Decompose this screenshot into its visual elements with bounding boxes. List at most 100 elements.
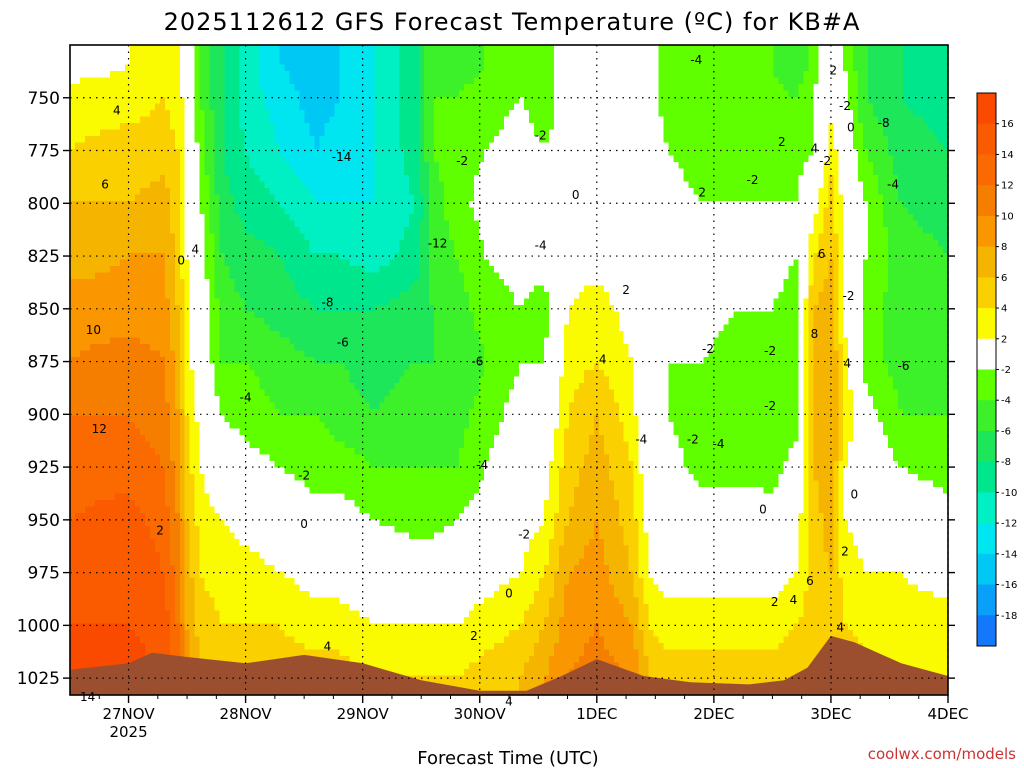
contour-label: -2: [298, 469, 310, 483]
contour-label: -4: [713, 437, 725, 451]
colorbar-swatch: [977, 308, 996, 340]
contour-label: 0: [300, 517, 308, 531]
contour-label: 6: [806, 574, 814, 588]
colorbar-tick-label: -4: [1001, 396, 1011, 407]
x-axis-label: Forecast Time (UTC): [417, 748, 598, 768]
y-tick-label: 950: [28, 511, 60, 531]
temperature-field: [70, 45, 949, 696]
contour-label: 0: [505, 587, 513, 601]
contour-label: -2: [518, 528, 530, 542]
contour-label: 4: [505, 694, 513, 708]
x-tick-label: 2DEC: [693, 705, 734, 723]
contour-label: 4: [836, 621, 844, 635]
contour-label: -2: [535, 129, 547, 143]
contour-label: 4: [599, 352, 607, 366]
colorbar-swatch: [977, 246, 996, 278]
contour-label: 8: [811, 327, 819, 341]
colorbar-tick-label: -12: [1001, 519, 1017, 530]
colorbar-swatch: [977, 215, 996, 248]
contour-label: -2: [819, 154, 831, 168]
colorbar-swatch: [977, 338, 996, 370]
y-tick-label: 800: [28, 194, 60, 214]
contour-label: -8: [322, 296, 334, 310]
contour-label: 2: [778, 135, 786, 149]
contour-label: -4: [240, 390, 252, 404]
y-tick-label: 1025: [17, 669, 60, 689]
chart-title: 2025112612 GFS Forecast Temperature (ºC)…: [164, 8, 861, 36]
contour-label: 4: [113, 103, 121, 117]
contour-label: -6: [471, 355, 483, 369]
contour-label: 2: [470, 629, 478, 643]
source-label: coolwx.com/models: [868, 745, 1016, 763]
colorbar: 16 14 12 10 8 6 4 2 -2 -4 -6 -8 -10 -12 -14 -16 -18: [976, 92, 1017, 647]
x-tick-label: 28NOV: [220, 705, 273, 723]
colorbar-swatch: [977, 553, 996, 586]
contour-label: 0: [177, 253, 185, 267]
contour-label: -2: [747, 173, 759, 187]
contour-label: 4: [790, 593, 798, 607]
colorbar-tick-label: 2: [1001, 334, 1007, 345]
colorbar-tick-label: 14: [1001, 150, 1014, 161]
y-tick-label: 750: [28, 89, 60, 109]
terrain-area: [70, 635, 948, 695]
colorbar-tick-label: 10: [1001, 211, 1014, 222]
y-tick-label: 825: [28, 247, 60, 267]
contour-label: 10: [86, 323, 101, 337]
contour-label: -2: [687, 433, 699, 447]
colorbar-tick-label: -14: [1001, 549, 1017, 560]
contour-label: 14: [80, 690, 95, 704]
contour-label: 0: [759, 502, 767, 516]
colorbar-swatch: [977, 369, 996, 401]
y-tick-label: 900: [28, 405, 60, 425]
contour-label: 2: [698, 186, 706, 200]
x-tick-label: 4DEC: [927, 705, 968, 723]
colorbar-swatch: [977, 584, 996, 616]
y-tick-label: 875: [28, 353, 60, 373]
contour-label: 2: [622, 283, 630, 297]
contour-label: 2: [771, 595, 779, 609]
y-tick-label: 925: [28, 458, 60, 478]
colorbar-swatch: [977, 154, 996, 186]
contour-label: -2: [839, 99, 851, 113]
x-tick-label: 3DEC: [810, 705, 851, 723]
colorbar-swatch: [977, 430, 996, 463]
colorbar-swatch: [977, 400, 996, 432]
y-tick-label: 775: [28, 142, 60, 162]
contour-label: -4: [635, 433, 647, 447]
contour-label: -2: [702, 342, 714, 356]
colorbar-tick-label: -16: [1001, 580, 1017, 591]
contour-label: -4: [690, 53, 702, 67]
contour-label: 6: [101, 177, 109, 191]
contour-label: -4: [887, 177, 899, 191]
y-tick-label: 1000: [17, 616, 60, 636]
colorbar-swatch: [977, 123, 996, 155]
contour-label: 6: [818, 247, 826, 261]
x-tick-label: 30NOV: [454, 705, 507, 723]
colorbar-tick-label: -2: [1001, 365, 1011, 376]
colorbar-swatch: [977, 277, 996, 309]
contour-label: -12: [428, 236, 448, 250]
colorbar-tick-label: -10: [1001, 488, 1017, 499]
colorbar-swatch: [977, 523, 996, 555]
contour-label: 0: [847, 120, 855, 134]
contour-label: 0: [572, 188, 580, 202]
y-tick-label: 850: [28, 300, 60, 320]
colorbar-tick-label: 6: [1001, 273, 1007, 284]
colorbar-tick-label: -18: [1001, 611, 1017, 622]
contour-label: -2: [764, 399, 776, 413]
contour-label: 4: [324, 640, 332, 654]
contour-label: 2: [829, 63, 837, 77]
contour-label: 12: [92, 422, 107, 436]
contour-label: 2: [156, 523, 164, 537]
colorbar-tick-label: 16: [1001, 119, 1014, 130]
contour-label: -8: [878, 116, 890, 130]
colorbar-swatch: [977, 461, 996, 493]
contour-label: 4: [843, 357, 851, 371]
contour-label: 2: [841, 545, 849, 559]
x-tick-label: 29NOV: [337, 705, 390, 723]
colorbar-tick-label: 4: [1001, 304, 1007, 315]
colorbar-swatch: [977, 93, 996, 125]
colorbar-tick-label: 8: [1001, 242, 1007, 253]
